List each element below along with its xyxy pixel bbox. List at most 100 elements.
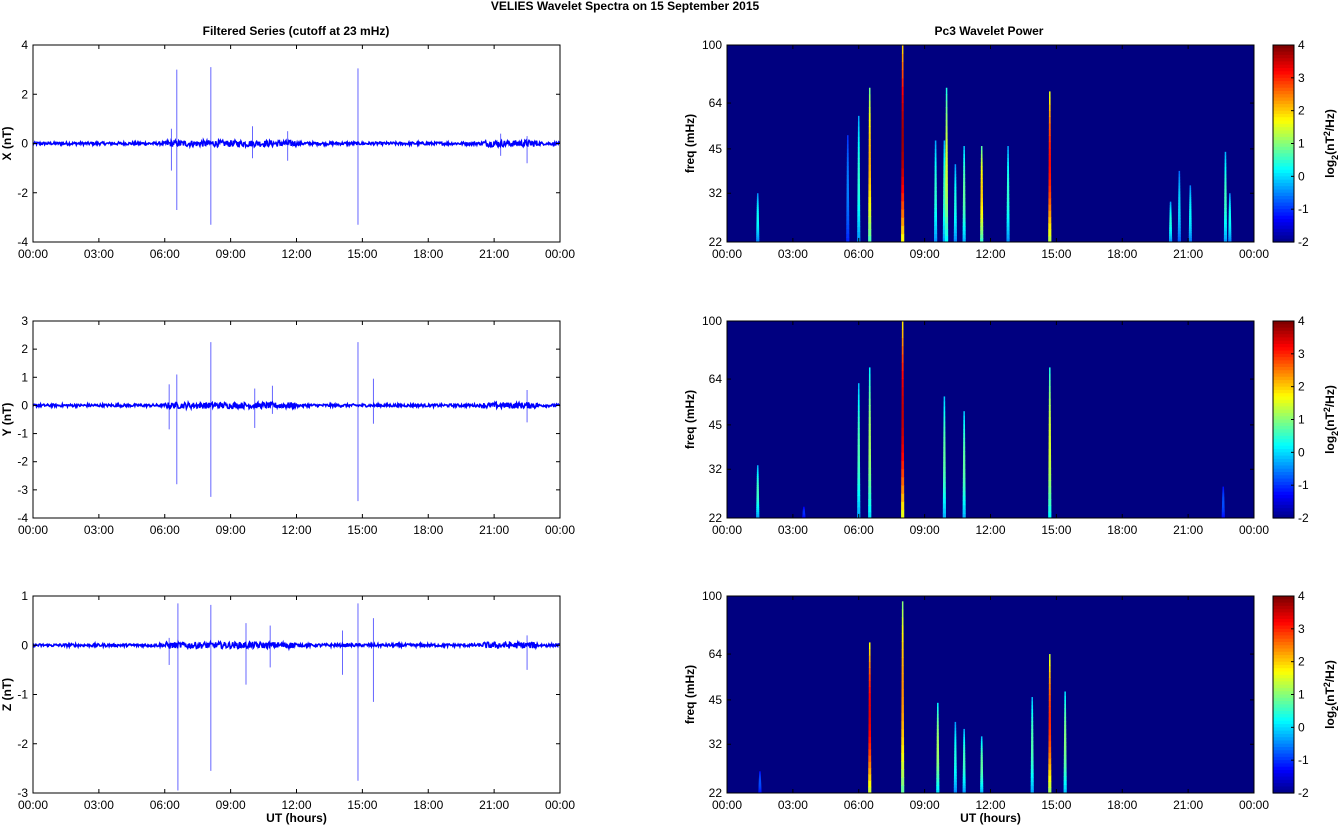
y-tick-label: -3 xyxy=(17,786,28,800)
heatmap-streak xyxy=(1189,197,1192,201)
heatmap-streak xyxy=(901,77,904,87)
heatmap-streak xyxy=(1188,227,1192,231)
heatmap-streak xyxy=(1064,721,1067,726)
heatmap-streak xyxy=(868,184,872,192)
heatmap-streak xyxy=(1169,225,1172,228)
heatmap-streak xyxy=(756,211,759,215)
heatmap-streak xyxy=(1048,141,1051,149)
heatmap-streak xyxy=(758,791,762,793)
heatmap-streak xyxy=(945,94,948,102)
heatmap-streak xyxy=(901,641,904,650)
y-tick-label: -2 xyxy=(17,186,28,200)
heatmap-streak xyxy=(1031,733,1034,738)
heatmap-streak xyxy=(1228,239,1232,243)
heatmap-streak xyxy=(1030,773,1034,778)
heatmap-streak xyxy=(943,161,946,167)
heatmap-streak xyxy=(943,144,946,150)
heatmap-streak xyxy=(1178,170,1181,175)
heatmap-streak xyxy=(758,786,762,789)
colorbar-cell xyxy=(1273,202,1294,207)
heatmap-streak xyxy=(945,132,948,140)
heatmap-streak xyxy=(934,187,937,192)
heatmap-streak xyxy=(1188,239,1192,243)
heatmap-streak xyxy=(901,209,905,218)
heatmap-streak xyxy=(1064,699,1066,705)
colorbar-cell xyxy=(1273,612,1294,617)
x-tick-label: 15:00 xyxy=(1041,523,1071,537)
heatmap-streak xyxy=(1222,494,1225,497)
heatmap-streak xyxy=(758,784,762,787)
heatmap-streak xyxy=(901,769,905,778)
heatmap-streak xyxy=(846,175,849,181)
colorbar-cell xyxy=(1273,419,1294,424)
colorbar-cell xyxy=(1273,159,1294,164)
heatmap-streak xyxy=(934,237,938,243)
heatmap-streak xyxy=(943,411,946,418)
heatmap-streak xyxy=(1221,511,1225,514)
heatmap-streak xyxy=(901,609,904,618)
line-chart-1: -4 -2 0 2 4 X (nT) 00:00 03:00 06:00 09:00 12:00 15… xyxy=(0,38,575,261)
heatmap-streak xyxy=(962,222,966,227)
heatmap-streak xyxy=(1224,163,1227,168)
heatmap-streak xyxy=(1224,185,1227,190)
heatmap-streak xyxy=(1189,218,1192,222)
heatmap-streak xyxy=(857,383,860,390)
heatmap-streak xyxy=(943,174,946,180)
heatmap-streak xyxy=(1048,172,1052,180)
heatmap-streak xyxy=(934,208,937,213)
colorbar-cell xyxy=(1273,733,1294,738)
heatmap-streak xyxy=(980,788,984,792)
heatmap-streak xyxy=(901,233,905,243)
heatmap-streak xyxy=(758,783,762,786)
heatmap-streak xyxy=(756,221,760,225)
heatmap-streak xyxy=(1221,515,1225,518)
colorbar-cell xyxy=(1273,340,1294,345)
heatmap-streak xyxy=(1007,146,1009,151)
colorbar-cell xyxy=(1273,445,1294,450)
heatmap-streak xyxy=(980,778,984,782)
heatmap-streak xyxy=(1189,208,1192,212)
heatmap-streak xyxy=(943,457,946,463)
heatmap-streak xyxy=(954,206,957,211)
heatmap-streak xyxy=(980,743,983,747)
colorbar-cell xyxy=(1273,87,1294,92)
series-line xyxy=(32,639,561,652)
colorbar-cell xyxy=(1273,153,1294,158)
heatmap-streak xyxy=(954,167,957,172)
colorbar-cell xyxy=(1273,596,1294,600)
colorbar-cell xyxy=(1273,697,1294,702)
heatmap-streak xyxy=(758,787,762,789)
heatmap-streak xyxy=(1169,231,1172,235)
heatmap-streak xyxy=(1228,199,1231,202)
heatmap-streak xyxy=(846,201,850,207)
heatmap-streak xyxy=(963,739,966,743)
heatmap-streak xyxy=(934,212,937,218)
heatmap-streak xyxy=(1048,694,1051,701)
heatmap-streak xyxy=(963,744,966,749)
heatmap-streak xyxy=(758,776,761,779)
heatmap-streak xyxy=(756,480,759,484)
heatmap-streak xyxy=(756,223,760,227)
heatmap-streak xyxy=(1031,741,1034,746)
heatmap-streak xyxy=(857,484,861,491)
heatmap-streak xyxy=(868,139,871,147)
x-tick-label: 21:00 xyxy=(479,523,509,537)
heatmap-streak xyxy=(1048,677,1051,684)
heatmap-streak xyxy=(963,170,966,175)
heatmap-streak xyxy=(1221,512,1225,515)
heatmap-streak xyxy=(954,733,957,738)
heatmap-streak xyxy=(901,649,904,658)
heatmap-streak xyxy=(1229,193,1231,196)
colorbar-cell xyxy=(1273,136,1294,141)
x-tick-label: 06:00 xyxy=(844,247,874,261)
heatmap-streak xyxy=(942,233,946,239)
colorbar-cell xyxy=(1273,458,1294,463)
colorbar-cell xyxy=(1273,743,1294,748)
colorbar-cell xyxy=(1273,465,1294,470)
heatmap-streak xyxy=(1048,185,1052,193)
heatmap-streak xyxy=(756,205,759,208)
heatmap-streak xyxy=(1222,497,1225,499)
y-tick-label: -2 xyxy=(17,737,28,751)
